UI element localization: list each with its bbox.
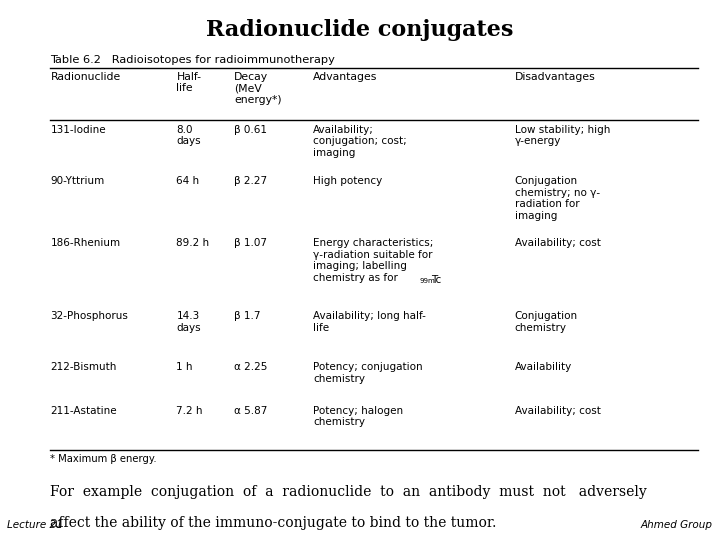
Text: α 5.87: α 5.87 bbox=[234, 406, 267, 416]
Text: Conjugation
chemistry; no γ-
radiation for
imaging: Conjugation chemistry; no γ- radiation f… bbox=[515, 176, 600, 221]
Text: 1 h: 1 h bbox=[176, 362, 193, 373]
Text: 32-Phosphorus: 32-Phosphorus bbox=[50, 311, 128, 321]
Text: Energy characteristics;
γ-radiation suitable for
imaging; labelling
chemistry as: Energy characteristics; γ-radiation suit… bbox=[313, 238, 433, 283]
Text: Availability; cost: Availability; cost bbox=[515, 406, 600, 416]
Text: α 2.25: α 2.25 bbox=[234, 362, 267, 373]
Text: 131-Iodine: 131-Iodine bbox=[50, 125, 106, 135]
Text: 90-Yttrium: 90-Yttrium bbox=[50, 176, 104, 186]
Text: Conjugation
chemistry: Conjugation chemistry bbox=[515, 311, 578, 333]
Text: 14.3
days: 14.3 days bbox=[176, 311, 201, 333]
Text: 186-Rhenium: 186-Rhenium bbox=[50, 238, 120, 248]
Text: Half-
life: Half- life bbox=[176, 72, 202, 93]
Text: * Maximum β energy.: * Maximum β energy. bbox=[50, 454, 157, 464]
Text: Ahmed Group: Ahmed Group bbox=[641, 520, 713, 530]
Text: 99m: 99m bbox=[419, 278, 435, 284]
Text: Availability: Availability bbox=[515, 362, 572, 373]
Text: Availability;
conjugation; cost;
imaging: Availability; conjugation; cost; imaging bbox=[313, 125, 407, 158]
Text: 212-Bismuth: 212-Bismuth bbox=[50, 362, 117, 373]
Text: 89.2 h: 89.2 h bbox=[176, 238, 210, 248]
Text: Disadvantages: Disadvantages bbox=[515, 72, 595, 82]
Text: β 1.7: β 1.7 bbox=[234, 311, 261, 321]
Text: 211-Astatine: 211-Astatine bbox=[50, 406, 117, 416]
Text: Table 6.2   Radioisotopes for radioimmunotherapy: Table 6.2 Radioisotopes for radioimmunot… bbox=[50, 55, 336, 65]
Text: Potency; conjugation
chemistry: Potency; conjugation chemistry bbox=[313, 362, 423, 384]
Text: 8.0
days: 8.0 days bbox=[176, 125, 201, 146]
Text: Radionuclide conjugates: Radionuclide conjugates bbox=[207, 19, 513, 41]
Text: Decay
(MeV
energy*): Decay (MeV energy*) bbox=[234, 72, 282, 105]
Text: Potency; halogen
chemistry: Potency; halogen chemistry bbox=[313, 406, 403, 427]
Text: β 1.07: β 1.07 bbox=[234, 238, 267, 248]
Text: Availability; cost: Availability; cost bbox=[515, 238, 600, 248]
Text: High potency: High potency bbox=[313, 176, 382, 186]
Text: 64 h: 64 h bbox=[176, 176, 199, 186]
Text: Advantages: Advantages bbox=[313, 72, 377, 82]
Text: Low stability; high
γ-energy: Low stability; high γ-energy bbox=[515, 125, 610, 146]
Text: For  example  conjugation  of  a  radionuclide  to  an  antibody  must  not   ad: For example conjugation of a radionuclid… bbox=[50, 485, 647, 499]
Text: 7.2 h: 7.2 h bbox=[176, 406, 203, 416]
Text: Availability; long half-
life: Availability; long half- life bbox=[313, 311, 426, 333]
Text: β 0.61: β 0.61 bbox=[234, 125, 267, 135]
Text: Tc: Tc bbox=[431, 275, 441, 286]
Text: affect the ability of the immuno-conjugate to bind to the tumor.: affect the ability of the immuno-conjuga… bbox=[50, 516, 497, 530]
Text: β 2.27: β 2.27 bbox=[234, 176, 267, 186]
Text: Lecture 21: Lecture 21 bbox=[7, 520, 63, 530]
Text: Radionuclide: Radionuclide bbox=[50, 72, 121, 82]
